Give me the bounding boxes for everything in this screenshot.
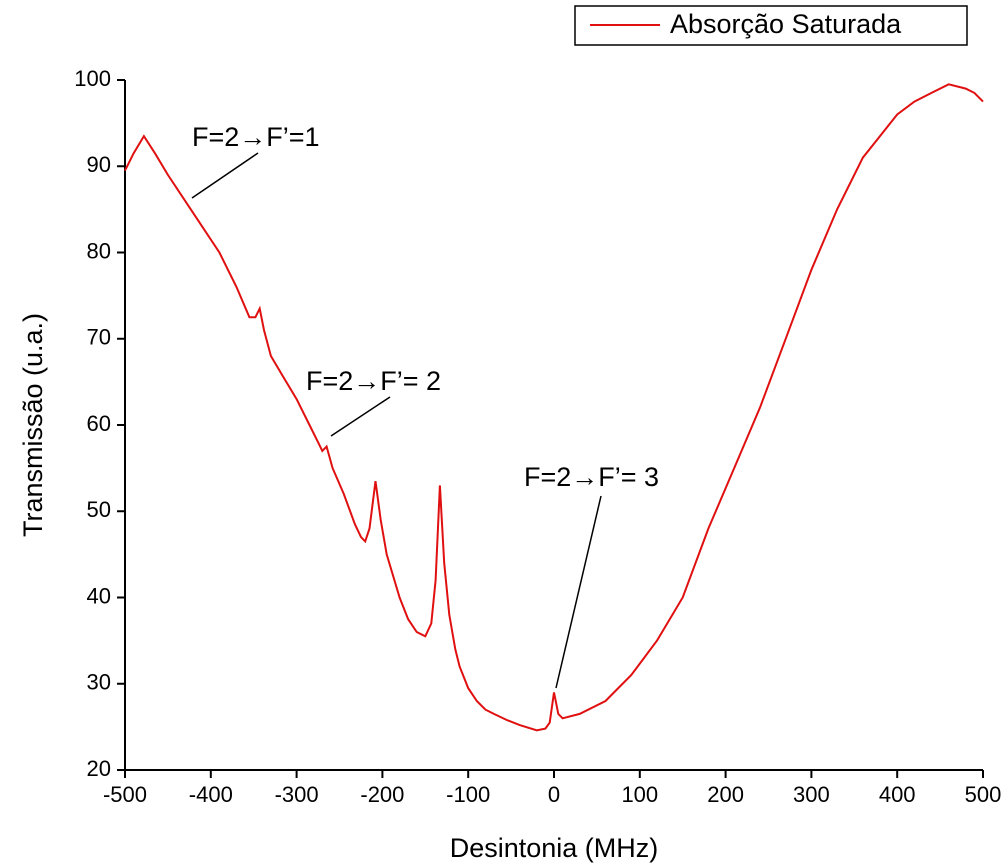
y-tick-label: 90	[87, 152, 111, 177]
data-line	[124, 83, 984, 732]
x-tick-label: 500	[965, 782, 1002, 807]
x-tick-label: -500	[103, 782, 147, 807]
x-tick-label: -300	[275, 782, 319, 807]
y-tick-label: 60	[87, 411, 111, 436]
annotation: F=2→F’= 3	[524, 462, 659, 492]
annotation-leader	[555, 495, 602, 689]
x-tick-label: 300	[793, 782, 830, 807]
annotation-leader	[191, 152, 259, 199]
annotation: F=2→F’=1	[192, 122, 320, 152]
y-tick-label: 70	[87, 325, 111, 350]
y-tick-label: 40	[87, 583, 111, 608]
y-tick-label: 80	[87, 238, 111, 263]
x-tick-label: -400	[189, 782, 233, 807]
y-tick-label: 30	[87, 670, 111, 695]
x-tick-label: -100	[446, 782, 490, 807]
y-tick-label: 100	[74, 66, 111, 91]
x-axis-title: Desintonia (MHz)	[450, 833, 659, 863]
annotation: F=2→F’= 2	[306, 366, 441, 396]
y-axis-title: Transmissão (u.a.)	[18, 313, 48, 537]
y-tick-label: 50	[87, 497, 111, 522]
x-tick-label: 400	[879, 782, 916, 807]
annotation-leader	[330, 396, 391, 437]
x-tick-label: 200	[707, 782, 744, 807]
x-tick-label: -200	[360, 782, 404, 807]
y-tick-label: 20	[87, 756, 111, 781]
legend-label: Absorção Saturada	[670, 9, 902, 39]
x-tick-label: 0	[548, 782, 560, 807]
x-tick-label: 100	[621, 782, 658, 807]
